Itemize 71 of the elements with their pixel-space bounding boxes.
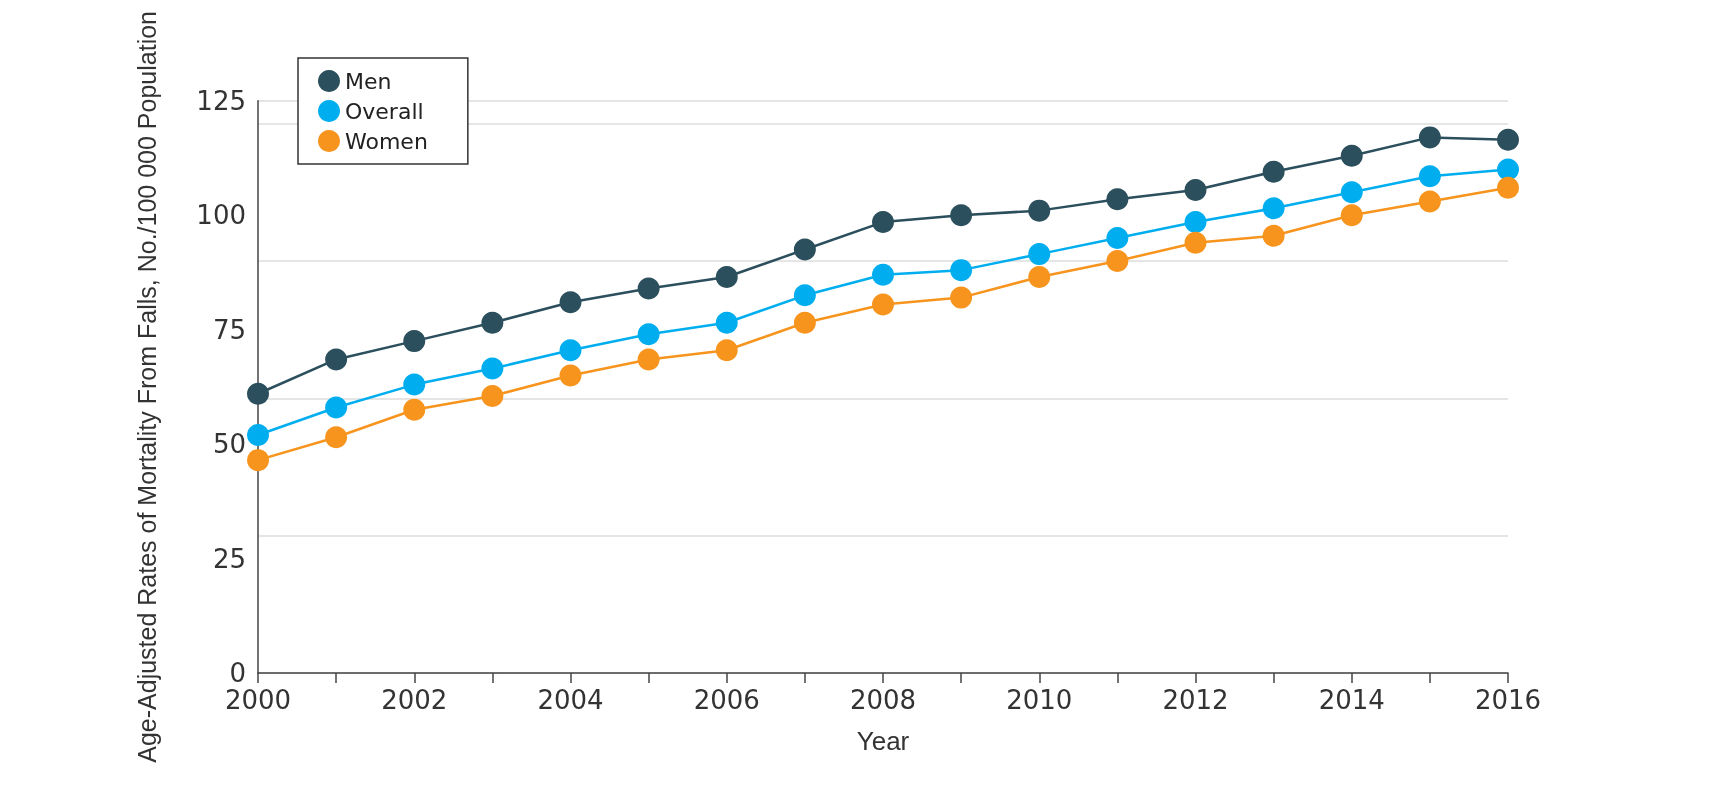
- x-tick-label: 2000: [224, 685, 292, 715]
- point: [1340, 181, 1363, 204]
- y-tick-label: 25: [212, 543, 246, 574]
- x-tick-label: 2012: [1162, 685, 1229, 715]
- point: [1497, 176, 1519, 199]
- point: [872, 293, 894, 316]
- point: [559, 364, 582, 387]
- x-tick-label: 2006: [693, 685, 760, 715]
- point: [1028, 199, 1051, 222]
- point: [325, 348, 348, 371]
- point: [481, 357, 504, 380]
- point: [1418, 126, 1441, 149]
- point: [1418, 165, 1441, 188]
- point: [1184, 231, 1207, 254]
- point: [247, 382, 269, 405]
- point: [1184, 179, 1207, 202]
- point: [1262, 197, 1285, 220]
- point: [793, 238, 816, 261]
- point: [1028, 266, 1051, 288]
- point: [1106, 227, 1129, 250]
- y-axis-title: Age-Adjusted Rates of Mortality From Falls, No./100 000 Population: [133, 11, 161, 763]
- x-tick-label: 2004: [537, 685, 604, 715]
- y-tick-label: 50: [212, 429, 246, 460]
- point: [1418, 190, 1441, 213]
- y-tick-label: 125: [196, 85, 246, 116]
- point: [950, 259, 973, 282]
- point: [1340, 204, 1363, 227]
- point: [325, 396, 348, 419]
- point: [1497, 158, 1519, 181]
- point: [950, 286, 973, 309]
- x-tick-label: 2016: [1474, 685, 1542, 715]
- x-tick-label: 2008: [849, 685, 917, 715]
- point: [403, 398, 426, 421]
- point: [637, 323, 660, 346]
- y-tick-label: 100: [196, 200, 246, 231]
- point: [481, 385, 504, 408]
- point: [715, 266, 738, 288]
- point: [1106, 188, 1129, 211]
- point: [715, 339, 738, 362]
- point: [403, 330, 426, 353]
- point: [1497, 128, 1519, 151]
- legend-label: Overall: [345, 98, 424, 124]
- point: [1028, 243, 1051, 266]
- x-tick-label: 2002: [381, 685, 448, 715]
- point: [637, 277, 660, 300]
- point: [481, 311, 504, 334]
- point: [950, 204, 973, 227]
- x-tick-label: 2014: [1318, 685, 1385, 715]
- point: [247, 423, 269, 446]
- point: [325, 426, 348, 449]
- y-tick-label: 0: [229, 658, 246, 688]
- point: [872, 263, 894, 286]
- point: [1184, 211, 1207, 234]
- y-tick-label: 75: [212, 314, 246, 345]
- point: [715, 311, 738, 334]
- point: [1340, 144, 1363, 167]
- point: [1262, 160, 1285, 183]
- point: [872, 211, 894, 234]
- point: [637, 348, 660, 371]
- legend-label: Women: [345, 128, 428, 154]
- point: [247, 449, 269, 472]
- point: [559, 339, 582, 362]
- x-tick-label: 2010: [1006, 685, 1073, 715]
- point: [793, 311, 816, 334]
- point: [403, 373, 426, 396]
- x-axis-title: Year: [856, 726, 910, 756]
- point: [559, 291, 582, 314]
- point: [1262, 224, 1285, 247]
- point: [1106, 249, 1129, 272]
- point: [793, 284, 816, 307]
- legend-label: Men: [345, 68, 392, 94]
